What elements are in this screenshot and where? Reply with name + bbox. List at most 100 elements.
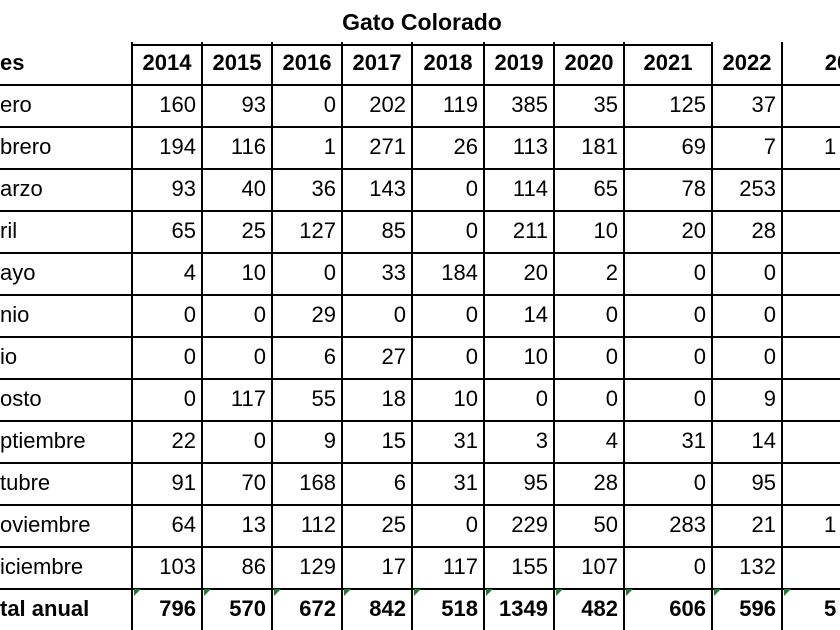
value-cell: 86 bbox=[203, 546, 273, 590]
error-indicator bbox=[556, 589, 563, 596]
value-cell: 0 bbox=[413, 336, 485, 380]
value-cell: 1 bbox=[783, 126, 840, 170]
value-cell: 0 bbox=[713, 336, 783, 380]
error-indicator bbox=[274, 589, 281, 596]
year-header: 2019 bbox=[485, 42, 555, 86]
value-cell: 0 bbox=[203, 336, 273, 380]
value-cell: 385 bbox=[485, 84, 555, 128]
value-cell: 168 bbox=[273, 462, 343, 506]
value-cell: 0 bbox=[625, 252, 713, 296]
value-cell: 91 bbox=[133, 462, 203, 506]
row-label: ril bbox=[0, 210, 133, 254]
value-cell: 0 bbox=[413, 504, 485, 548]
year-header: 2015 bbox=[203, 42, 273, 86]
value-cell: 26 bbox=[413, 126, 485, 170]
error-indicator bbox=[414, 589, 421, 596]
value-cell: 25 bbox=[203, 210, 273, 254]
row-label: ptiembre bbox=[0, 420, 133, 464]
value-cell: 28 bbox=[713, 210, 783, 254]
value-cell: 0 bbox=[413, 294, 485, 338]
row-label: brero bbox=[0, 126, 133, 170]
value-cell: 155 bbox=[485, 546, 555, 590]
value-cell: 4 bbox=[555, 420, 625, 464]
value-cell: 0 bbox=[485, 378, 555, 422]
value-cell: 78 bbox=[625, 168, 713, 212]
value-cell: 0 bbox=[625, 294, 713, 338]
value-cell: 796 bbox=[133, 588, 203, 630]
value-cell: 7 bbox=[713, 126, 783, 170]
value-cell bbox=[783, 336, 840, 380]
year-header: 2021 bbox=[625, 42, 713, 86]
year-header: 2020 bbox=[555, 42, 625, 86]
value-cell: 37 bbox=[713, 84, 783, 128]
row-label: tal anual bbox=[0, 588, 133, 630]
value-cell: 31 bbox=[413, 420, 485, 464]
value-cell: 55 bbox=[273, 378, 343, 422]
value-cell: 211 bbox=[485, 210, 555, 254]
year-header: 2022 bbox=[713, 42, 783, 86]
value-cell: 50 bbox=[555, 504, 625, 548]
value-cell: 112 bbox=[273, 504, 343, 548]
value-cell: 127 bbox=[273, 210, 343, 254]
value-cell: 125 bbox=[625, 84, 713, 128]
value-cell: 253 bbox=[713, 168, 783, 212]
value-cell: 518 bbox=[413, 588, 485, 630]
value-cell: 116 bbox=[203, 126, 273, 170]
value-cell bbox=[783, 294, 840, 338]
value-cell: 65 bbox=[555, 168, 625, 212]
value-cell: 31 bbox=[625, 420, 713, 464]
value-cell: 117 bbox=[413, 546, 485, 590]
value-cell: 0 bbox=[625, 462, 713, 506]
error-indicator bbox=[134, 589, 141, 596]
value-cell: 15 bbox=[343, 420, 413, 464]
value-cell: 25 bbox=[343, 504, 413, 548]
value-cell: 119 bbox=[413, 84, 485, 128]
value-cell: 229 bbox=[485, 504, 555, 548]
value-cell: 0 bbox=[555, 378, 625, 422]
value-cell: 0 bbox=[413, 168, 485, 212]
value-cell: 22 bbox=[133, 420, 203, 464]
row-label: ayo bbox=[0, 252, 133, 296]
value-cell: 0 bbox=[273, 84, 343, 128]
value-cell bbox=[783, 168, 840, 212]
value-cell: 20 bbox=[625, 210, 713, 254]
value-cell: 10 bbox=[485, 336, 555, 380]
value-cell: 271 bbox=[343, 126, 413, 170]
value-cell: 0 bbox=[203, 294, 273, 338]
value-cell: 65 bbox=[133, 210, 203, 254]
value-cell: 4 bbox=[133, 252, 203, 296]
value-cell: 95 bbox=[485, 462, 555, 506]
value-cell bbox=[783, 252, 840, 296]
value-cell: 5 bbox=[783, 588, 840, 630]
value-cell: 1349 bbox=[485, 588, 555, 630]
value-cell: 70 bbox=[203, 462, 273, 506]
row-label: ero bbox=[0, 84, 133, 128]
value-cell: 672 bbox=[273, 588, 343, 630]
value-cell: 28 bbox=[555, 462, 625, 506]
value-cell: 27 bbox=[343, 336, 413, 380]
value-cell: 20 bbox=[485, 252, 555, 296]
value-cell: 194 bbox=[133, 126, 203, 170]
value-cell: 103 bbox=[133, 546, 203, 590]
value-cell: 33 bbox=[343, 252, 413, 296]
value-cell bbox=[783, 210, 840, 254]
value-cell: 95 bbox=[713, 462, 783, 506]
value-cell: 0 bbox=[203, 420, 273, 464]
value-cell: 184 bbox=[413, 252, 485, 296]
value-cell: 1 bbox=[783, 504, 840, 548]
row-header-label: es bbox=[0, 42, 133, 86]
row-label: nio bbox=[0, 294, 133, 338]
value-cell: 596 bbox=[713, 588, 783, 630]
value-cell: 35 bbox=[555, 84, 625, 128]
value-cell: 0 bbox=[625, 378, 713, 422]
value-cell: 606 bbox=[625, 588, 713, 630]
value-cell: 3 bbox=[485, 420, 555, 464]
value-cell: 570 bbox=[203, 588, 273, 630]
row-label: tubre bbox=[0, 462, 133, 506]
value-cell: 0 bbox=[555, 336, 625, 380]
row-label: osto bbox=[0, 378, 133, 422]
value-cell: 1 bbox=[273, 126, 343, 170]
year-header: 2018 bbox=[413, 42, 485, 86]
value-cell: 160 bbox=[133, 84, 203, 128]
